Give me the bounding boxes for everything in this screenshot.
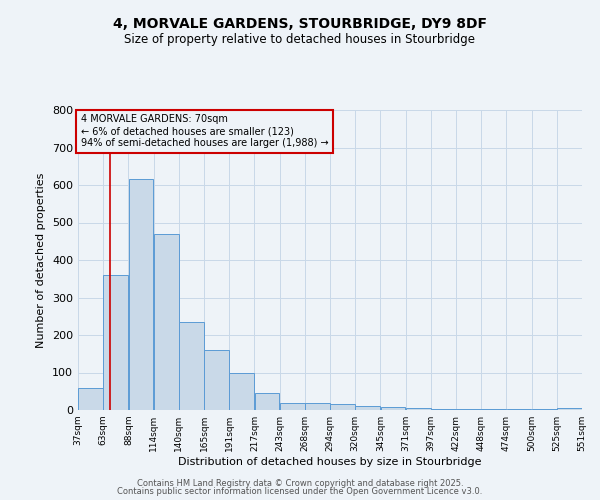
- Bar: [456, 409, 481, 410]
- Text: Contains public sector information licensed under the Open Government Licence v3: Contains public sector information licen…: [118, 487, 482, 496]
- Bar: [179, 322, 204, 410]
- Bar: [330, 404, 355, 410]
- Text: Size of property relative to detached houses in Stourbridge: Size of property relative to detached ho…: [125, 32, 476, 46]
- Bar: [254, 393, 280, 410]
- Bar: [103, 275, 128, 410]
- Bar: [355, 406, 380, 410]
- Bar: [204, 350, 229, 410]
- Bar: [305, 403, 330, 410]
- Text: Contains HM Land Registry data © Crown copyright and database right 2025.: Contains HM Land Registry data © Crown c…: [137, 478, 463, 488]
- Bar: [78, 388, 103, 410]
- Bar: [481, 409, 506, 410]
- Bar: [229, 372, 254, 410]
- Bar: [280, 402, 305, 410]
- X-axis label: Distribution of detached houses by size in Stourbridge: Distribution of detached houses by size …: [178, 457, 482, 467]
- Text: 4 MORVALE GARDENS: 70sqm
← 6% of detached houses are smaller (123)
94% of semi-d: 4 MORVALE GARDENS: 70sqm ← 6% of detache…: [80, 114, 328, 148]
- Bar: [406, 408, 431, 410]
- Y-axis label: Number of detached properties: Number of detached properties: [37, 172, 46, 348]
- Bar: [154, 234, 179, 410]
- Text: 4, MORVALE GARDENS, STOURBRIDGE, DY9 8DF: 4, MORVALE GARDENS, STOURBRIDGE, DY9 8DF: [113, 18, 487, 32]
- Bar: [128, 180, 154, 410]
- Bar: [431, 409, 456, 410]
- Bar: [557, 408, 582, 410]
- Bar: [380, 407, 406, 410]
- Bar: [532, 409, 557, 410]
- Bar: [506, 409, 532, 410]
